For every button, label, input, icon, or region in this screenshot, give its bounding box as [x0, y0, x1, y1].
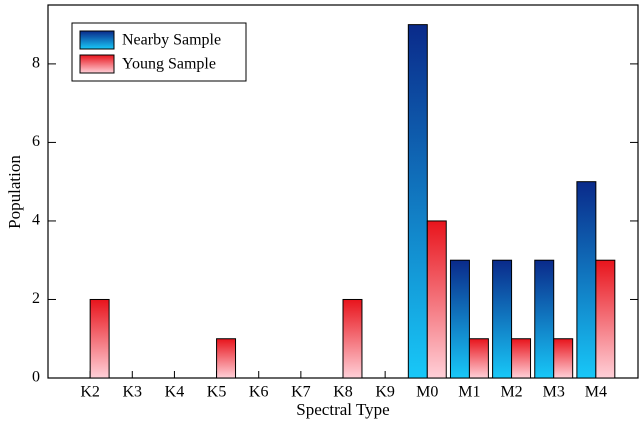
x-tick-label: K5 [207, 384, 227, 401]
y-tick-label: 2 [32, 290, 40, 307]
y-tick-label: 4 [32, 212, 40, 229]
legend-swatch [79, 30, 115, 50]
bar [89, 298, 110, 379]
bar [407, 24, 428, 379]
bar [553, 338, 574, 379]
bar [511, 338, 532, 379]
legend-swatch [79, 54, 115, 74]
y-axis-title: Population [5, 155, 24, 229]
bar [534, 259, 555, 379]
x-tick-label: M0 [416, 384, 438, 401]
bar [595, 259, 616, 379]
x-tick-label: K7 [291, 384, 311, 401]
x-tick-label: K9 [375, 384, 395, 401]
x-tick-label: M4 [585, 384, 607, 401]
x-tick-label: M1 [458, 384, 480, 401]
bar [342, 298, 363, 379]
x-tick-label: K6 [249, 384, 269, 401]
bar [426, 220, 447, 379]
bar [492, 259, 513, 379]
x-axis-title: Spectral Type [296, 400, 389, 419]
y-tick-label: 8 [32, 55, 40, 72]
x-tick-label: M3 [543, 384, 565, 401]
x-tick-label: K2 [80, 384, 100, 401]
x-tick-label: K3 [123, 384, 143, 401]
y-tick-label: 6 [32, 133, 40, 150]
legend-label: Young Sample [122, 56, 216, 73]
bar [449, 259, 470, 379]
x-tick-label: K4 [165, 384, 185, 401]
bar [468, 338, 489, 379]
y-tick-label: 0 [32, 369, 40, 386]
legend-label: Nearby Sample [122, 32, 221, 49]
bar [576, 181, 597, 379]
x-tick-label: K8 [333, 384, 353, 401]
bar [216, 338, 237, 379]
x-tick-label: M2 [500, 384, 522, 401]
